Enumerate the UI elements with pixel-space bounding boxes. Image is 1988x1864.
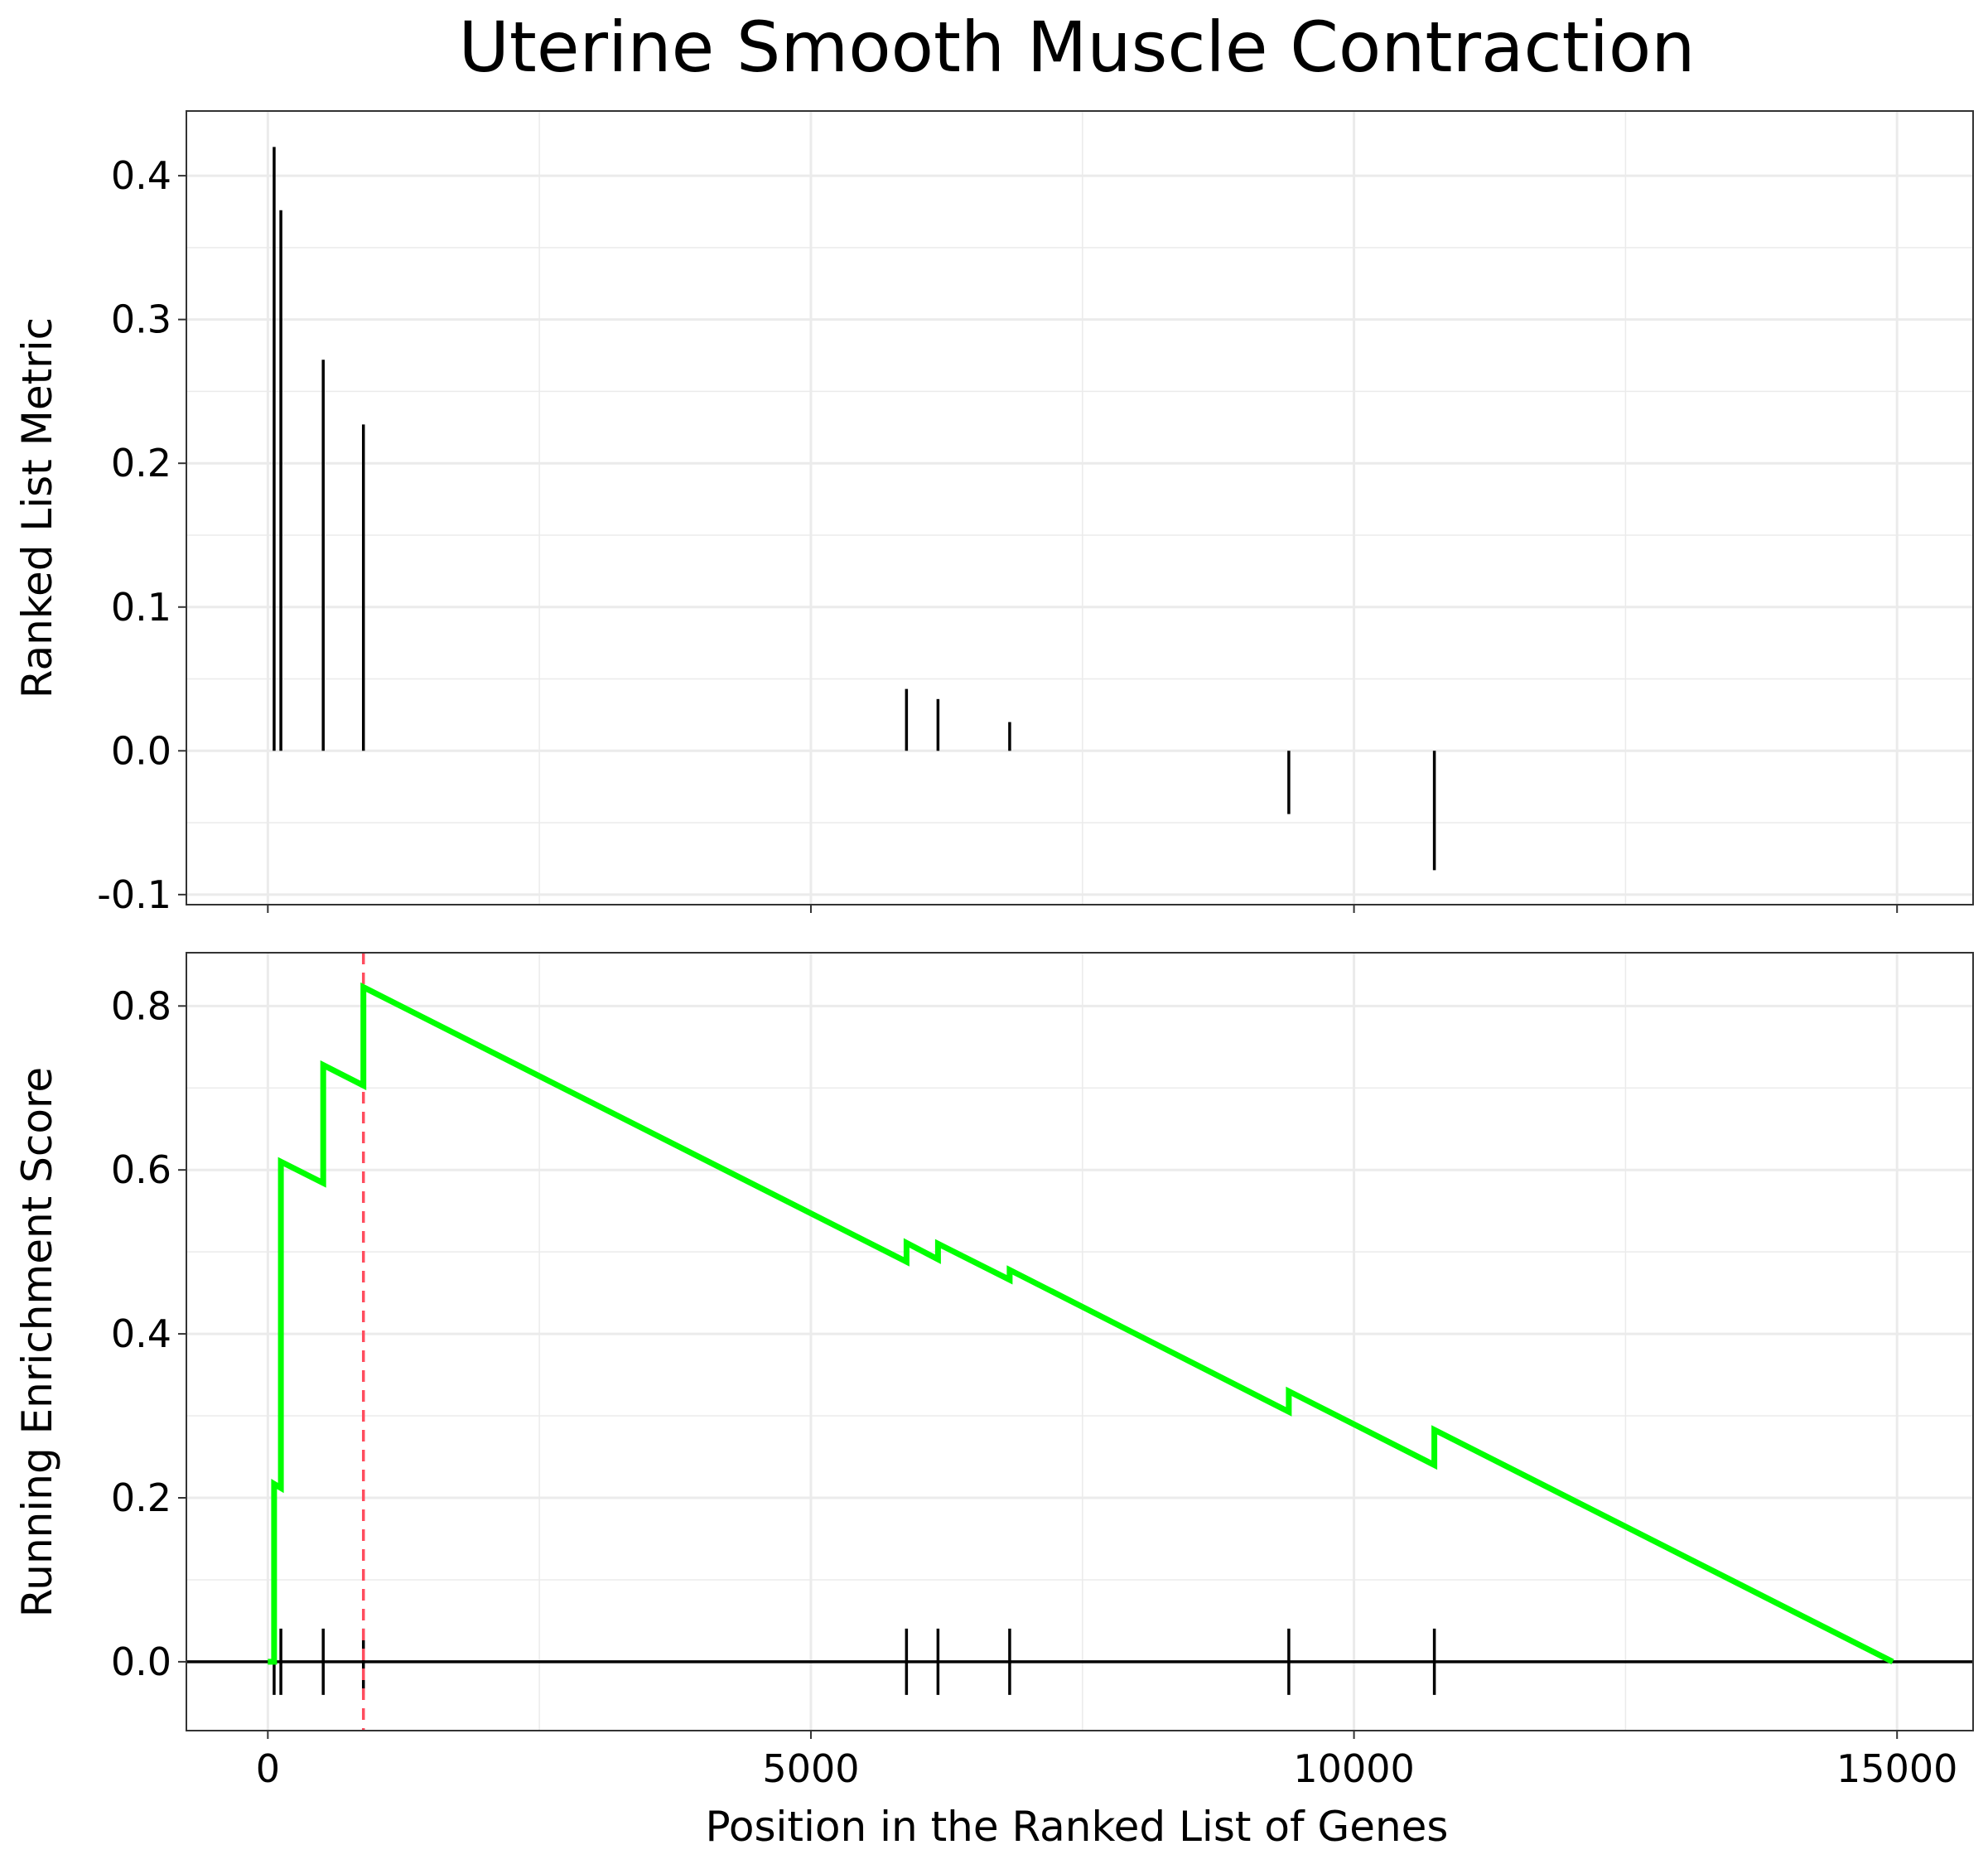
panel-border bbox=[186, 952, 1974, 1731]
x-tick-label: 5000 bbox=[762, 1746, 859, 1791]
panel-border bbox=[186, 110, 1974, 905]
ranked-list-metric-panel: -0.1 0.0 0.1 0.2 0.3 0.4 bbox=[97, 110, 1974, 917]
y-tick-label: 0.8 bbox=[111, 983, 171, 1028]
y-tick-label: 0.0 bbox=[111, 1639, 171, 1684]
x-tick-label: 10000 bbox=[1293, 1746, 1414, 1791]
y-tick-label: 0.4 bbox=[111, 1311, 171, 1356]
chart-title: Uterine Smooth Muscle Contraction bbox=[458, 7, 1695, 88]
running-score-line bbox=[268, 982, 1894, 1665]
y-tick-label: 0.3 bbox=[111, 297, 171, 342]
x-tick-label: 0 bbox=[256, 1746, 280, 1791]
y-tick-label: 0.6 bbox=[111, 1147, 171, 1192]
x-axis-label: Position in the Ranked List of Genes bbox=[706, 1803, 1449, 1851]
running-enrichment-score-panel: 0.0 0.2 0.4 0.6 0.8 0 5000 10000 15000 bbox=[111, 952, 1974, 1791]
y-tick-label: 0.2 bbox=[111, 441, 171, 485]
y-tick-label: 0.2 bbox=[111, 1475, 171, 1520]
x-tick-label: 15000 bbox=[1836, 1746, 1957, 1791]
y-tick-label: -0.1 bbox=[97, 872, 171, 917]
top-y-axis-label: Ranked List Metric bbox=[13, 317, 61, 698]
y-tick-label: 0.4 bbox=[111, 153, 171, 198]
y-tick-label: 0.0 bbox=[111, 728, 171, 773]
y-tick-label: 0.1 bbox=[111, 585, 171, 630]
bottom-y-axis-label: Running Enrichment Score bbox=[13, 1067, 61, 1617]
